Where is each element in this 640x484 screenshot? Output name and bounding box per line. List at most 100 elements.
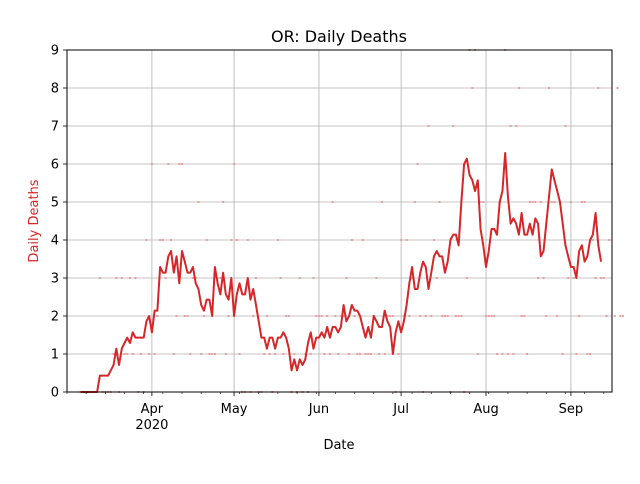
daily-dot (230, 239, 233, 241)
daily-dot (487, 315, 490, 317)
daily-dot (213, 353, 216, 355)
daily-dot (98, 277, 101, 279)
daily-dot (279, 277, 282, 279)
daily-dot (367, 353, 370, 355)
daily-dot (197, 201, 200, 203)
daily-dot (435, 277, 438, 279)
daily-dot (575, 353, 578, 355)
daily-dot (202, 315, 205, 317)
daily-dot (569, 201, 572, 203)
daily-dot (337, 353, 340, 355)
daily-dot (391, 315, 394, 317)
daily-dot (482, 201, 485, 203)
daily-dot (528, 201, 531, 203)
daily-dot (265, 315, 268, 317)
y-tick-label: 1 (51, 348, 59, 363)
daily-dot (361, 239, 364, 241)
daily-dot (112, 353, 115, 355)
daily-dot (397, 353, 400, 355)
daily-dot (583, 201, 586, 203)
x-tick-label: Aug (473, 402, 498, 417)
daily-dot (413, 201, 416, 203)
daily-dot (405, 239, 408, 241)
daily-dot (339, 315, 342, 317)
y-tick-label: 5 (51, 196, 59, 211)
daily-dot (567, 277, 570, 279)
daily-dot (238, 353, 241, 355)
daily-dot (323, 353, 326, 355)
daily-dot (564, 125, 567, 127)
daily-dot (542, 277, 545, 279)
daily-dot (252, 315, 255, 317)
daily-dot (493, 315, 496, 317)
daily-dot (170, 239, 173, 241)
daily-dot (246, 239, 249, 241)
daily-dot (156, 315, 159, 317)
y-tick-label: 9 (51, 44, 59, 59)
daily-dot (172, 353, 175, 355)
plot-frame (66, 49, 613, 393)
daily-dot (164, 277, 167, 279)
x-tick-label: Sep (559, 402, 584, 417)
daily-dot (490, 315, 493, 317)
daily-dot (167, 163, 170, 165)
daily-dot (148, 353, 151, 355)
daily-dot (331, 201, 334, 203)
daily-dot (205, 239, 208, 241)
daily-dot (233, 163, 236, 165)
daily-dot (485, 315, 488, 317)
daily-dot (134, 277, 137, 279)
y-tick-label: 2 (51, 310, 59, 325)
y-tick-label: 8 (51, 82, 59, 97)
daily-dot (161, 239, 164, 241)
x-tick-label: Apr (141, 402, 164, 417)
daily-dot (123, 353, 126, 355)
daily-dot (145, 239, 148, 241)
daily-dot (608, 239, 611, 241)
daily-dot (621, 315, 624, 317)
daily-dot (115, 277, 118, 279)
daily-dot (534, 201, 537, 203)
daily-dot (479, 201, 482, 203)
daily-dot (550, 201, 553, 203)
daily-dot (523, 315, 526, 317)
x-tick-label: Jul (392, 402, 409, 417)
daily-dot (553, 201, 556, 203)
daily-dot (389, 315, 392, 317)
daily-dot (386, 315, 389, 317)
daily-dot (432, 239, 435, 241)
daily-dot (548, 87, 551, 89)
y-tick-label: 7 (51, 120, 59, 135)
daily-dot (326, 315, 329, 317)
daily-dot (378, 353, 381, 355)
daily-dot (364, 353, 367, 355)
daily-dot (200, 353, 203, 355)
daily-dot (150, 163, 153, 165)
daily-dot (356, 353, 359, 355)
y-axis-label: Daily Deaths (27, 179, 42, 262)
daily-dot (276, 239, 279, 241)
daily-dot (224, 353, 227, 355)
daily-dot (441, 315, 444, 317)
y-tick-label: 6 (51, 158, 59, 173)
daily-dot (320, 315, 323, 317)
daily-dot (139, 353, 142, 355)
daily-dot (443, 315, 446, 317)
daily-dot (597, 87, 600, 89)
daily-dot (539, 201, 542, 203)
daily-dot (254, 277, 257, 279)
daily-dot (227, 315, 230, 317)
daily-dot (427, 125, 430, 127)
daily-dot (512, 353, 515, 355)
daily-dot (438, 201, 441, 203)
daily-dot (293, 353, 296, 355)
daily-dot (189, 353, 192, 355)
daily-dot (476, 353, 479, 355)
daily-dot (369, 353, 372, 355)
chart-title: OR: Daily Deaths (271, 27, 407, 46)
daily-dot (317, 315, 320, 317)
daily-dot (328, 353, 331, 355)
x-tick-label: Jun (308, 402, 329, 417)
daily-dot (120, 277, 123, 279)
